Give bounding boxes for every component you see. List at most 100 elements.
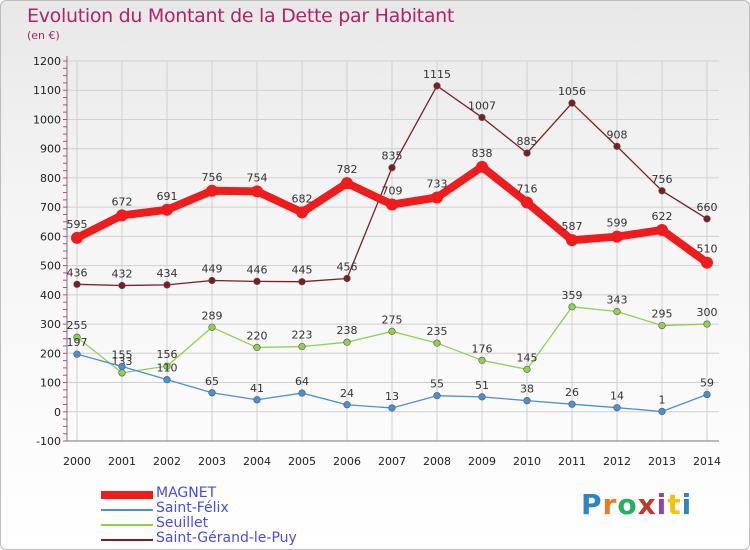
data-label: 38 xyxy=(520,383,534,396)
data-label: 14 xyxy=(610,390,624,403)
data-label: 1056 xyxy=(558,85,586,98)
data-label: 289 xyxy=(202,309,223,322)
data-point xyxy=(431,191,443,204)
data-point xyxy=(251,185,263,198)
data-label: 1 xyxy=(659,393,666,406)
x-tick-label: 2010 xyxy=(513,455,541,468)
data-label: 432 xyxy=(112,267,133,280)
legend-label: Saint-Félix xyxy=(156,500,229,516)
data-point xyxy=(521,196,533,209)
data-point xyxy=(118,281,126,290)
data-label: 622 xyxy=(652,210,673,223)
data-point xyxy=(656,223,668,236)
data-label: 275 xyxy=(382,313,403,326)
y-tick-label: 500 xyxy=(40,260,61,273)
y-tick-label: 800 xyxy=(40,172,61,185)
data-label: 145 xyxy=(517,351,538,364)
data-label: 587 xyxy=(562,220,583,233)
data-point xyxy=(568,99,576,107)
x-tick-label: 2006 xyxy=(333,455,361,468)
data-point xyxy=(298,342,306,351)
data-label: 756 xyxy=(202,171,223,184)
legend-label: Seuillet xyxy=(156,515,209,531)
data-label: 156 xyxy=(157,348,178,361)
x-tick-label: 2008 xyxy=(423,455,451,468)
data-label: 59 xyxy=(700,377,714,390)
y-tick-label: 600 xyxy=(40,230,61,243)
data-label: 595 xyxy=(67,218,88,231)
data-point xyxy=(208,389,216,397)
data-label: 436 xyxy=(67,266,88,279)
data-point xyxy=(208,276,216,285)
data-point xyxy=(568,400,576,408)
data-label: 434 xyxy=(157,267,178,280)
data-label: 446 xyxy=(247,263,268,276)
data-label: 41 xyxy=(250,382,264,395)
data-point xyxy=(523,365,531,373)
data-label: 65 xyxy=(205,375,219,388)
data-label: 51 xyxy=(475,379,489,392)
data-point xyxy=(253,396,261,404)
data-point xyxy=(433,339,441,347)
data-label: 300 xyxy=(697,306,718,319)
data-label: 55 xyxy=(430,378,444,391)
data-point xyxy=(298,278,306,286)
data-point xyxy=(658,187,666,195)
data-point xyxy=(478,393,486,401)
data-point xyxy=(703,390,711,399)
y-tick-label: 1100 xyxy=(33,84,61,97)
y-tick-label: 0 xyxy=(54,406,61,419)
data-label: 64 xyxy=(295,375,309,388)
data-label: 838 xyxy=(472,147,493,160)
x-tick-label: 2001 xyxy=(108,455,136,468)
data-point xyxy=(613,404,621,412)
y-tick-label: 400 xyxy=(40,289,61,302)
chart-title: Evolution du Montant de la Dette par Hab… xyxy=(27,5,455,27)
data-point xyxy=(523,397,531,405)
data-point xyxy=(253,277,261,286)
x-tick-label: 2004 xyxy=(243,455,271,468)
y-tick-label: 100 xyxy=(40,377,61,390)
data-point xyxy=(341,177,353,190)
data-label: 733 xyxy=(427,178,448,191)
y-tick-label: 1000 xyxy=(33,113,61,126)
data-label: 885 xyxy=(517,135,538,148)
data-label: 1115 xyxy=(423,68,451,81)
data-label: 660 xyxy=(697,201,718,214)
data-point xyxy=(206,184,218,197)
data-label: 26 xyxy=(565,386,579,399)
data-point xyxy=(208,323,216,331)
x-tick-label: 2009 xyxy=(468,455,496,468)
data-point xyxy=(73,333,81,341)
x-tick-label: 2013 xyxy=(648,455,676,468)
x-tick-label: 2014 xyxy=(693,455,721,468)
data-label: 238 xyxy=(337,324,358,337)
y-tick-label: 300 xyxy=(40,318,61,331)
y-tick-label: -100 xyxy=(36,435,61,448)
data-point xyxy=(296,206,308,219)
y-tick-label: 1200 xyxy=(33,55,61,68)
data-point xyxy=(701,256,713,269)
chart-subtitle: (en €) xyxy=(27,29,60,42)
x-tick-label: 2003 xyxy=(198,455,226,468)
legend-label: Saint-Gérand-le-Puy xyxy=(156,530,297,546)
data-label: 24 xyxy=(340,387,354,400)
data-point xyxy=(73,350,81,358)
data-label: 1007 xyxy=(468,99,496,112)
data-label: 908 xyxy=(607,128,628,141)
x-tick-label: 2002 xyxy=(153,455,181,468)
x-tick-label: 2000 xyxy=(63,455,91,468)
data-label: 691 xyxy=(157,190,178,203)
data-point xyxy=(433,392,441,400)
data-label: 682 xyxy=(292,192,313,205)
data-point xyxy=(433,82,441,90)
data-point xyxy=(658,321,666,330)
data-point xyxy=(566,234,578,247)
data-point xyxy=(388,327,396,335)
data-label: 235 xyxy=(427,325,448,338)
data-label: 445 xyxy=(292,264,313,277)
data-point xyxy=(161,203,173,216)
data-point xyxy=(163,376,171,384)
